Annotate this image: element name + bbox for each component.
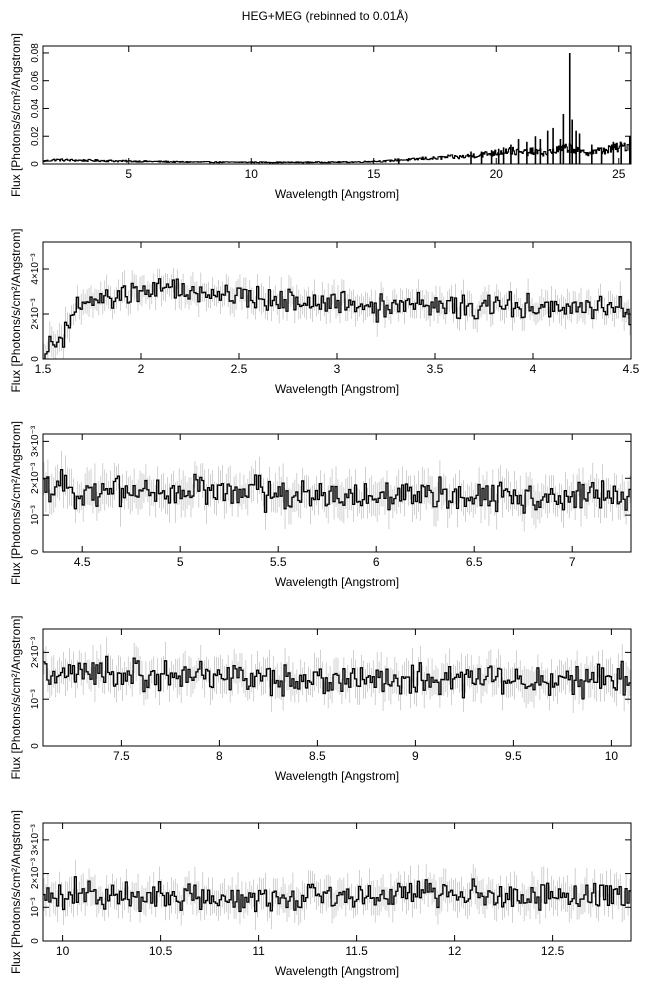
spectrum-series	[43, 637, 631, 713]
x-axis-label: Wavelength [Angstrom]	[275, 769, 399, 783]
x-tick-label: 12	[448, 944, 462, 958]
y-tick-label: 0	[30, 161, 41, 167]
spectrum-series	[43, 267, 631, 359]
x-tick-label: 8.5	[309, 749, 326, 763]
x-axis-label: Wavelength [Angstrom]	[275, 187, 399, 201]
y-tick-label: 2×10⁻³	[30, 298, 41, 330]
x-tick-label: 9	[412, 749, 419, 763]
y-axis-label: Flux [Photons/s/cm²/Angstrom]	[9, 615, 23, 779]
x-tick-label: 4.5	[623, 362, 640, 376]
y-tick-label: 10⁻³	[30, 689, 41, 709]
x-tick-label: 11.5	[345, 944, 368, 958]
x-tick-label: 5	[177, 555, 184, 569]
plot-frame	[42, 433, 632, 553]
chart-panel-5: 10 10.5 11 11.5 12 12.5 0 10⁻³ 2×10⁻³3×10⁻³ Wavel…	[9, 810, 632, 978]
y-axis-label: Flux [Photons/s/cm²/Angstrom]	[9, 33, 23, 197]
x-tick-label: 10	[245, 167, 259, 181]
x-tick-label: 2.5	[231, 362, 248, 376]
y-axis-label: Flux [Photons/s/cm²/Angstrom]	[9, 810, 23, 974]
x-tick-label: 12.5	[541, 944, 565, 958]
spectrum-series	[43, 52, 631, 164]
spectrum-line	[43, 469, 631, 514]
x-tick-label: 5.5	[270, 555, 287, 569]
x-tick-label: 4.5	[74, 555, 91, 569]
y-tick-label: 0.08	[30, 43, 41, 63]
y-tick-label: 0	[30, 549, 41, 555]
plot-frame	[42, 45, 632, 165]
figure-title: HEG+MEG (rebinned to 0.01Å)	[241, 9, 409, 23]
chart-panel-1: 5 10 15 20 25 0 0.02 0.04 0.06 0.08 Wavelength [An…	[9, 33, 632, 201]
y-tick-label: 4×10⁻³	[30, 253, 41, 285]
x-axis-label: Wavelength [Angstrom]	[275, 964, 399, 978]
x-tick-label: 3.5	[427, 362, 444, 376]
x-tick-label: 6	[373, 555, 380, 569]
chart-panel-3: 4.5 5 5.5 6 6.5 7 0 10⁻³ 2×10⁻³ 3×10⁻³ Wavelength …	[9, 421, 632, 589]
plot-frame	[42, 822, 632, 942]
y-axis-label: Flux [Photons/s/cm²/Angstrom]	[9, 421, 23, 585]
y-tick-label: 3×10⁻³	[30, 425, 41, 457]
chart-panel-2: 1.5 2 2.5 3 3.5 4 4.5 0 2×10⁻³ 4×10⁻³ Wavelength […	[9, 228, 640, 396]
x-tick-label: 7.5	[113, 749, 130, 763]
x-tick-label: 8	[216, 749, 223, 763]
spectrum-line	[43, 141, 631, 164]
x-tick-label: 4	[530, 362, 537, 376]
x-axis-label: Wavelength [Angstrom]	[275, 382, 399, 396]
x-tick-label: 2	[138, 362, 145, 376]
y-tick-label: 0	[30, 743, 41, 749]
spectrum-line	[43, 655, 631, 700]
x-tick-label: 7	[569, 555, 576, 569]
y-tick-label: 2×10⁻³	[30, 462, 41, 494]
x-tick-label: 20	[490, 167, 504, 181]
x-tick-label: 15	[367, 167, 381, 181]
plot-frame	[42, 628, 632, 747]
spectrum-line	[43, 278, 631, 359]
y-tick-label: 2×10⁻³	[30, 636, 41, 668]
y-tick-label: 3×10⁻³	[30, 824, 41, 856]
x-tick-label: 5	[125, 167, 132, 181]
x-tick-label: 11	[252, 944, 265, 958]
spectrum-series	[43, 859, 631, 931]
y-tick-label: 0	[30, 356, 41, 362]
x-tick-label: 10	[605, 749, 619, 763]
x-axis-label: Wavelength [Angstrom]	[275, 575, 399, 589]
y-tick-label: 10⁻³	[30, 897, 41, 917]
spectrum-line	[43, 876, 631, 913]
x-tick-label: 10.5	[149, 944, 173, 958]
x-tick-label: 9.5	[505, 749, 522, 763]
x-tick-label: 1.5	[35, 362, 52, 376]
y-axis-label: Flux [Photons/s/cm²/Angstrom]	[9, 228, 23, 392]
x-tick-label: 3	[334, 362, 341, 376]
spectrum-series	[43, 450, 631, 532]
y-tick-label: 10⁻³	[30, 505, 41, 525]
y-tick-label: 0.02	[30, 126, 41, 146]
x-tick-label: 6.5	[466, 555, 483, 569]
y-tick-label: 0.06	[30, 71, 41, 91]
y-tick-label: 0	[30, 938, 41, 944]
y-tick-label: 0.04	[30, 98, 41, 118]
chart-panel-4: 7.5 8 8.5 9 9.5 10 0 10⁻³ 2×10⁻³ Wavelength [Angs…	[9, 615, 632, 783]
x-tick-label: 10	[56, 944, 70, 958]
x-tick-label: 25	[612, 167, 626, 181]
y-tick-label: 2×10⁻³	[30, 857, 41, 889]
